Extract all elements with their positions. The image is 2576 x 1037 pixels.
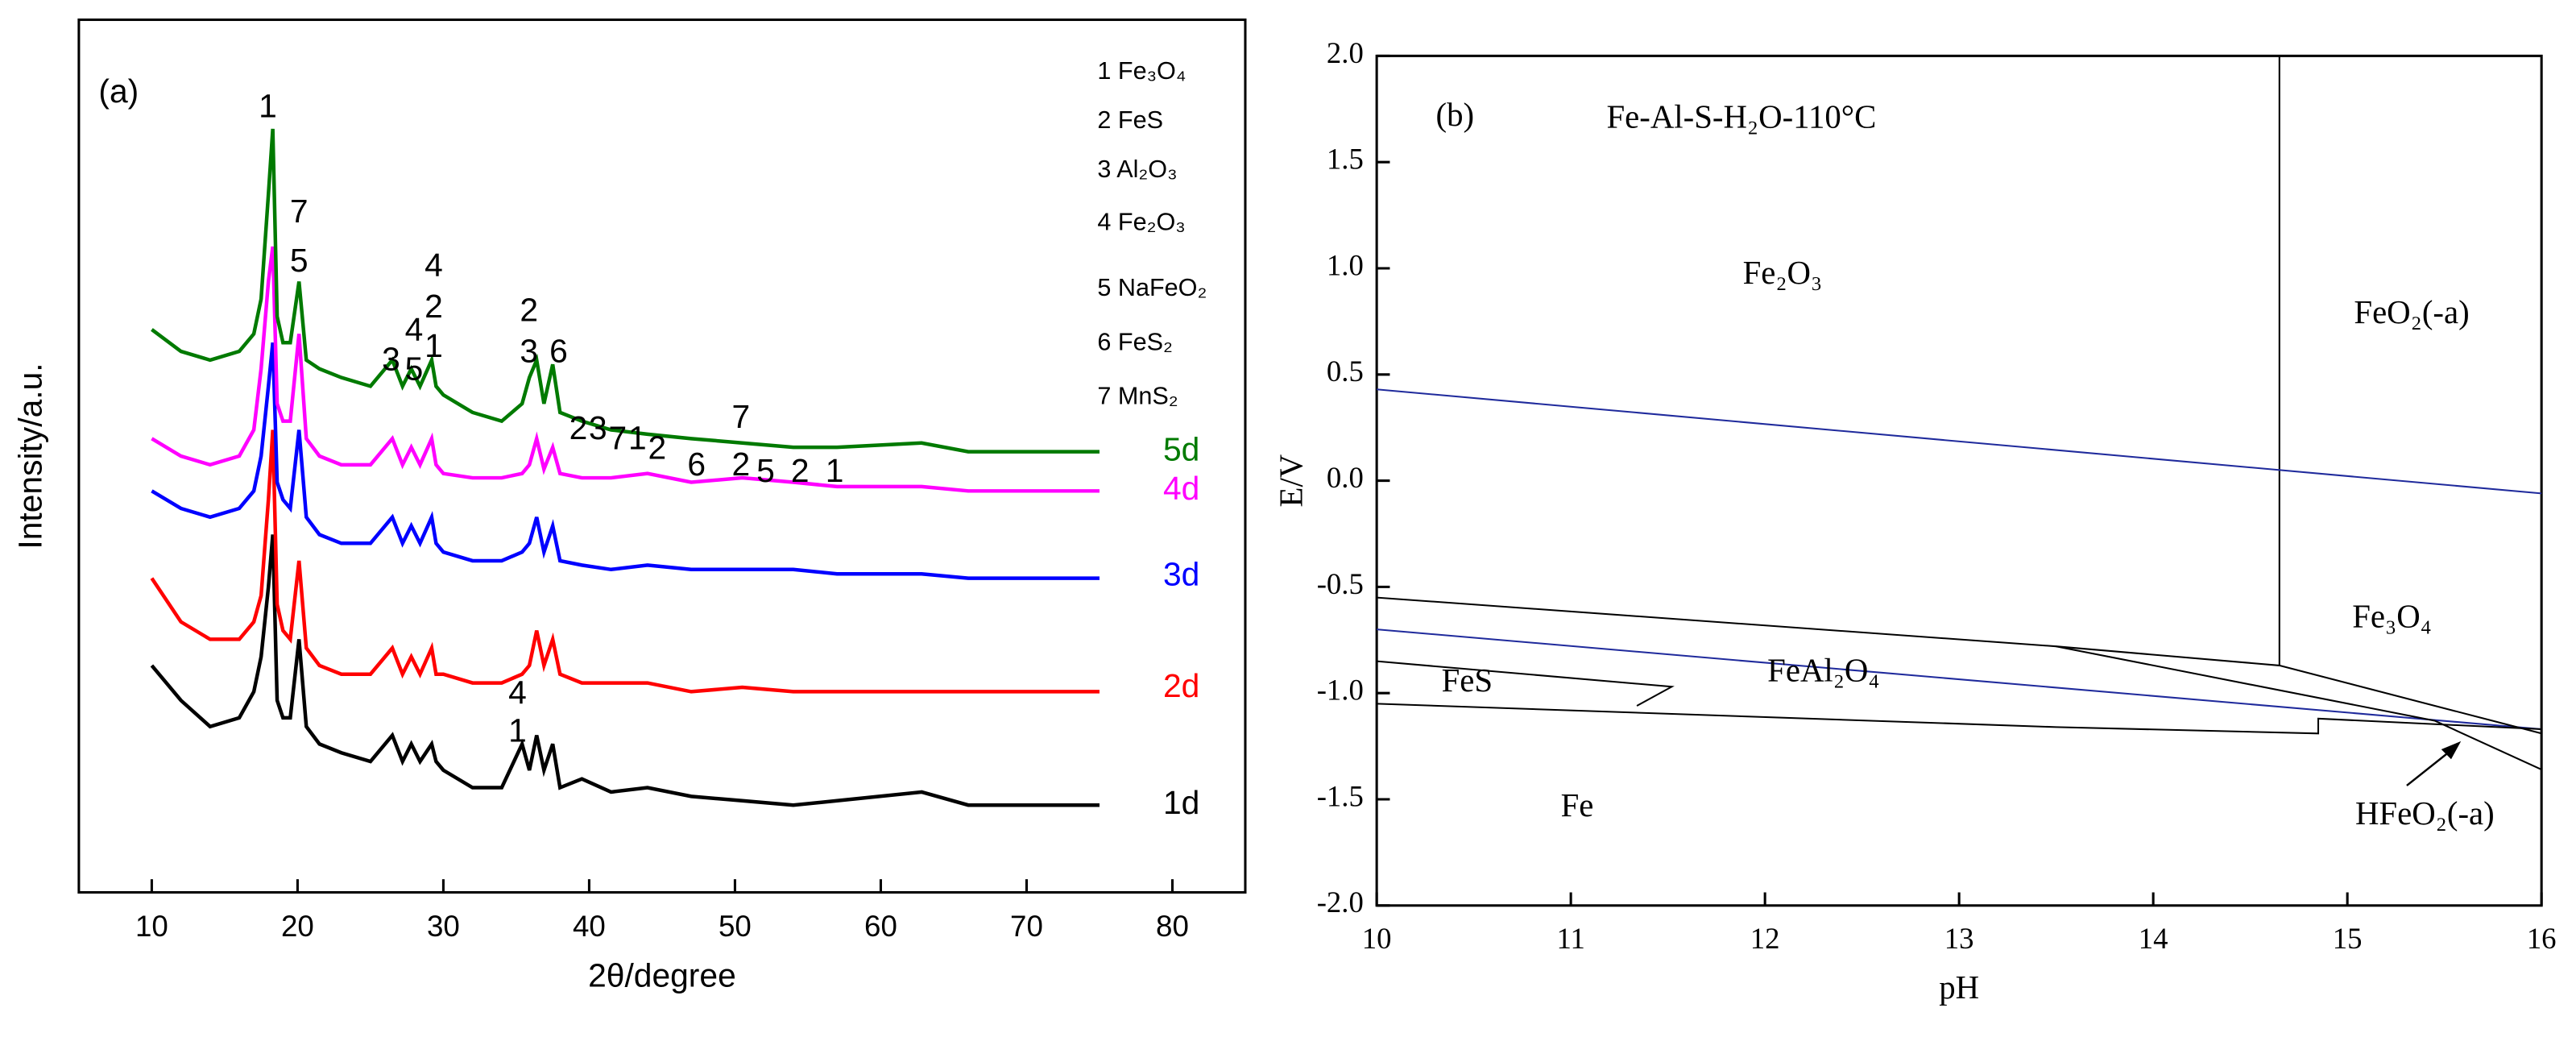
peak-label: 4 (425, 247, 443, 284)
region-label: FeAl₂O₄ (1767, 653, 1879, 689)
y-tick-label: 2.0 (1327, 36, 1364, 69)
series-label: 5d (1163, 430, 1199, 467)
series-label: 1d (1163, 784, 1199, 821)
series-line (2056, 645, 2542, 771)
phase-legend: 3 Al₂O₃ (1097, 156, 1177, 183)
x-tick-label: 20 (281, 910, 314, 943)
system-label: Fe-Al-S-H₂O-110°C (1606, 98, 1876, 135)
phase-legend: 7 MnS₂ (1097, 383, 1178, 410)
series-line (1377, 596, 2542, 735)
peak-label: 2 (731, 446, 750, 483)
x-tick-label: 80 (1156, 910, 1189, 943)
series-line (150, 429, 1100, 694)
x-tick-label: 60 (864, 910, 897, 943)
peak-label: 5 (405, 351, 424, 388)
panel-label: (a) (98, 73, 139, 110)
peak-label: 4 (508, 674, 527, 711)
peak-label: 1 (425, 327, 443, 364)
series-label: 2d (1163, 667, 1199, 704)
phase-legend: 6 FeS₂ (1097, 328, 1172, 355)
x-axis-label: pH (1939, 969, 1979, 1006)
x-tick-label: 12 (1750, 922, 1780, 955)
series-line (151, 342, 1100, 580)
y-tick-label: -0.5 (1317, 567, 1364, 600)
peak-label: 7 (731, 398, 750, 435)
series-line (151, 246, 1100, 493)
y-tick-label: 0.0 (1327, 461, 1364, 494)
plot-frame (77, 18, 1247, 894)
phase-legend: 2 FeS (1097, 106, 1163, 134)
peak-label: 6 (549, 332, 568, 369)
y-axis-label: E/V (1274, 454, 1310, 508)
x-axis-label: 2θ/degree (588, 956, 736, 993)
peak-label: 2 (791, 452, 810, 489)
peak-label: 2 (425, 288, 443, 325)
panel-a: 10 20 30 40 50 60 70 80 2θ/degree Intensity/a.u. (… (12, 18, 1247, 993)
region-label: Fe (1561, 787, 1594, 823)
phase-legend: 4 Fe₂O₃ (1097, 208, 1185, 235)
y-tick-label: -2.0 (1317, 886, 1364, 919)
region-label: Fe₂O₃ (1743, 255, 1823, 291)
y-tick-label: 1.0 (1327, 248, 1364, 281)
x-tick-label: 11 (1556, 922, 1584, 955)
plot-frame (1375, 54, 2543, 907)
peak-label: 2 (648, 429, 666, 467)
peak-label: 7 (609, 419, 627, 456)
region-label: FeO₂(-a) (2354, 294, 2469, 330)
y-axis-label: Intensity/a.u. (12, 363, 49, 549)
peak-label: 4 (405, 311, 424, 348)
peak-label: 3 (589, 409, 607, 446)
peak-label: 7 (290, 193, 309, 230)
x-tick-label: 50 (719, 910, 752, 943)
x-tick-label: 16 (2527, 922, 2557, 955)
peak-label: 2 (520, 291, 538, 328)
peak-label: 1 (259, 87, 277, 124)
series-line (1377, 388, 2542, 495)
x-tick-label: 40 (573, 910, 606, 943)
x-tick-label: 70 (1010, 910, 1043, 943)
peak-label: 6 (687, 446, 706, 483)
peak-label: 2 (569, 409, 588, 446)
peak-label: 1 (628, 419, 647, 456)
x-tick-label: 10 (135, 910, 168, 943)
phase-legend: 1 Fe₃O₄ (1097, 57, 1186, 85)
series-label: 3d (1163, 555, 1199, 592)
panel-label: (b) (1436, 97, 1475, 133)
region-label: FeS (1442, 662, 1493, 699)
x-tick-label: 30 (427, 910, 460, 943)
y-tick-label: 0.5 (1327, 355, 1364, 388)
peak-label: 3 (382, 341, 400, 378)
peak-label: 1 (826, 452, 844, 489)
region-label: HFeO₂(-a) (2355, 795, 2495, 832)
series-label: 4d (1163, 470, 1199, 507)
arrow-head (2441, 740, 2462, 760)
series-line (1377, 703, 2542, 735)
x-tick-label: 13 (1944, 922, 1974, 955)
x-tick-label: 10 (1362, 922, 1392, 955)
x-tick-label: 15 (2333, 922, 2363, 955)
peak-label: 5 (756, 452, 775, 489)
series-line (150, 534, 1100, 807)
series-line (151, 128, 1100, 454)
y-tick-label: -1.5 (1317, 779, 1364, 812)
peak-label: 1 (508, 711, 527, 749)
y-tick-label: 1.5 (1327, 143, 1364, 176)
series-line (1377, 628, 2542, 731)
x-tick-label: 14 (2139, 922, 2168, 955)
peak-label: 3 (520, 332, 538, 369)
region-label: Fe₃O₄ (2352, 598, 2432, 634)
peak-label: 5 (290, 242, 309, 279)
y-tick-label: -1.0 (1317, 674, 1364, 707)
phase-legend: 5 NaFeO₂ (1097, 274, 1207, 301)
panel-b: 10 11 12 13 14 15 16 2.0 1.5 1.0 0.5 0.0 -0.5 -1.0 -1.… (1274, 36, 2557, 1006)
series-line (1377, 660, 1675, 707)
